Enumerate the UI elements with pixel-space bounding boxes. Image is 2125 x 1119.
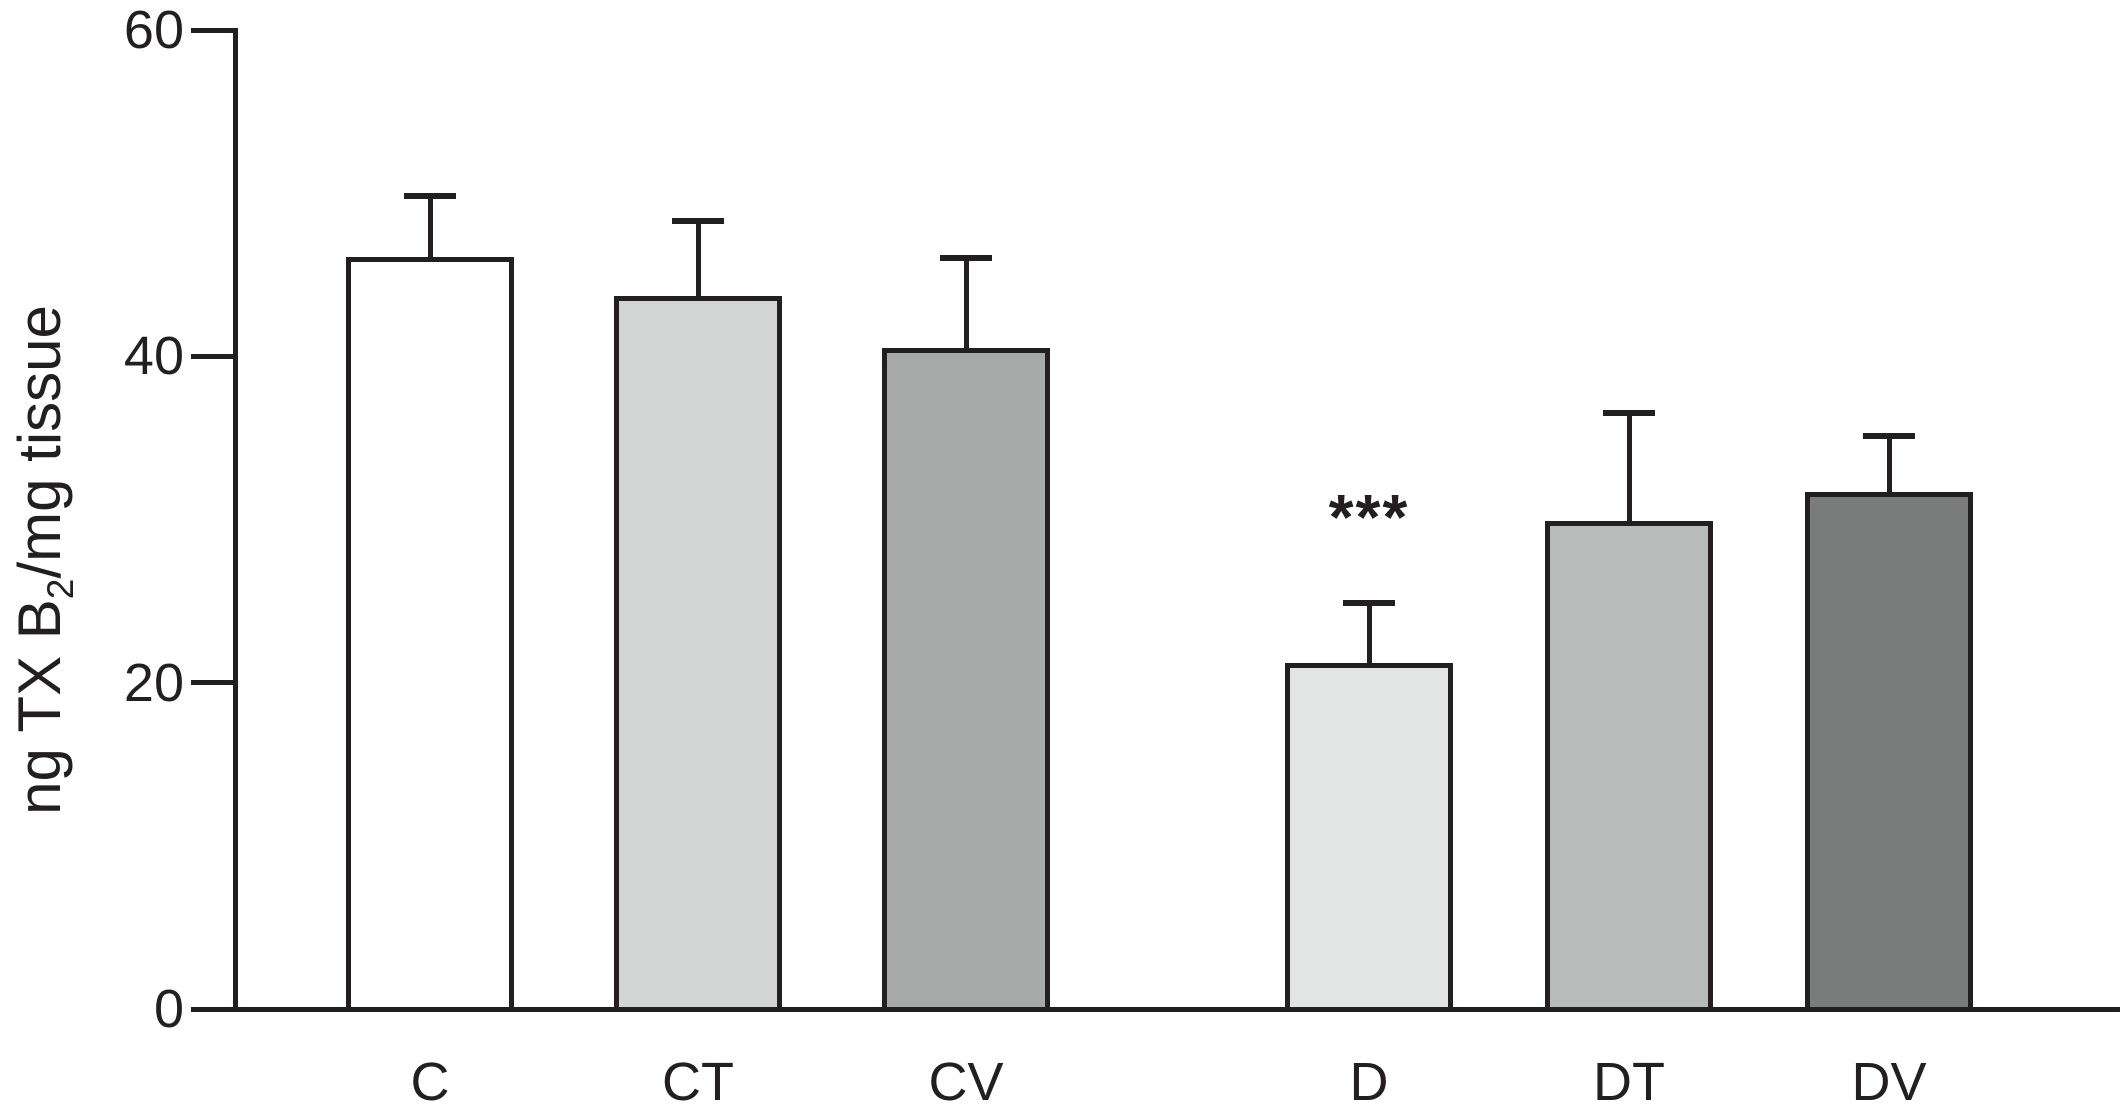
x-category-label-DV: DV [1851,1052,1927,1112]
error-bar-cap [404,193,456,200]
error-bar-stem [963,258,969,352]
y-axis-tick-label: 0 [153,979,184,1039]
bar-DT [1545,521,1713,1012]
x-category-label-CT: CT [662,1052,734,1112]
bar-CT [614,295,782,1012]
x-axis-line [233,1006,2120,1012]
y-axis-tick [191,353,233,359]
error-bar-stem [1366,602,1372,667]
error-bar-cap [1343,599,1395,606]
y-axis-tick-label: 60 [123,0,184,60]
bar-DV [1805,491,1973,1012]
x-category-label-C: C [410,1052,450,1112]
y-axis-tick-label: 40 [123,326,184,387]
error-bar-cap [1603,410,1655,417]
x-category-label-CV: CV [928,1052,1004,1112]
y-axis-tick-label: 20 [123,652,184,713]
bar-D [1285,663,1453,1012]
error-bar-cap [672,217,724,224]
error-bar-stem [427,196,433,260]
y-axis-label: ng TX B2/mg tissue [0,10,100,1110]
y-axis-tick [191,27,233,33]
error-bar-stem [1886,436,1892,495]
error-bar-stem [1626,413,1632,525]
significance-annotation: *** [1328,480,1410,553]
x-category-label-D: D [1349,1052,1389,1112]
y-axis-line [233,28,238,1012]
y-axis-tick [191,1006,233,1012]
bar-CV [882,348,1050,1012]
error-bar-cap [940,255,992,262]
error-bar-stem [695,220,701,299]
bar-C [346,256,514,1012]
x-category-label-DT: DT [1593,1052,1665,1112]
error-bar-cap [1863,433,1915,440]
y-axis-tick [191,680,233,686]
y-axis-label-subscript: 2 [39,578,81,600]
